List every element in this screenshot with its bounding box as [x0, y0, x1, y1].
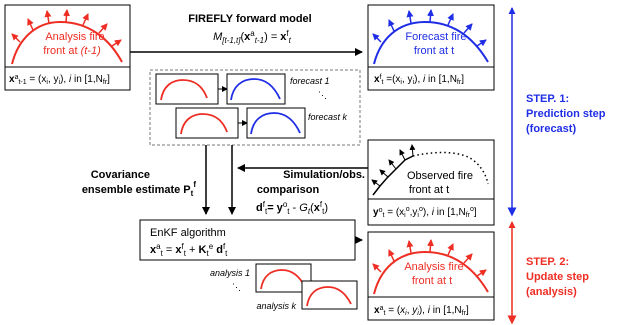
analysis-state-formula-t-minus-1: xat-1 = (xi, yi), i in [1,Nfr] [9, 74, 110, 86]
observed-label-line1: Observed fire [407, 170, 473, 182]
step2-subtitle: Update step [526, 271, 589, 283]
forecast-front-curve-icon [372, 9, 489, 65]
step2-title: STEP. 2: [526, 256, 569, 268]
forecast-1-label: forecast 1 [290, 76, 330, 86]
forecast-k-label: forecast k [308, 112, 348, 122]
analysis-k-label: analysis k [256, 301, 296, 311]
analysis-ellipsis: ⋱ [232, 282, 241, 292]
observed-label-line2: front at t [409, 184, 449, 196]
forecast-state-formula: xft =(xi, yi), i in [1,Nfr] [374, 74, 464, 86]
step1-title: STEP. 1: [526, 93, 569, 105]
analysis-1-label: analysis 1 [210, 268, 250, 278]
ensemble-analysis-group: analysis 1 ⋱ analysis k [210, 263, 358, 311]
enkf-title: EnKF algorithm [150, 227, 226, 239]
enkf-formula: xat = xft + Kte dft [150, 242, 228, 258]
forecast-ellipsis: ⋱ [318, 90, 327, 100]
analysis-front-box-t-minus-1: Analysis fire front at (t-1) xat-1 = (xi… [4, 4, 131, 91]
analysis-front-t-curve-icon [372, 239, 489, 295]
analysis-k-front-icon [306, 286, 352, 307]
observed-state-formula: yot = (xio,yio), i in [1,Nfro] [373, 206, 477, 219]
analysis-label-line2: front at [43, 45, 80, 57]
analysis-t-state-formula: xat = (xi, yi), i in [1,Nfr] [374, 305, 469, 317]
forecast-label-line2: front at t [414, 45, 454, 57]
model-title: FIREFLY forward model [188, 13, 311, 25]
forecast-k-initial-front-icon [180, 113, 228, 135]
step2-qualifier: (analysis) [526, 286, 577, 298]
comparison-line2: comparison [257, 184, 320, 196]
step1-qualifier: (forecast) [526, 123, 576, 135]
analysis-1-front-icon [260, 269, 306, 290]
covariance-line1: Covariance [91, 169, 150, 181]
svg-text:front at (t-1): front at (t-1) [43, 45, 101, 57]
comparison-line1: Simulation/obs. [283, 169, 365, 181]
forecast-k-result-front-icon [250, 112, 301, 135]
svg-text:Analysis fire: Analysis fire [45, 31, 104, 43]
forecast-label-line1: Forecast fire [405, 31, 466, 43]
observed-front-box: Observed fire front at t yot = (xio,yio)… [367, 139, 495, 226]
enkf-algorithm-box: EnKF algorithm xat = xft + Kte dft [139, 219, 356, 261]
analysis-front-box-t: Analysis fire front at t xat = (xi, yi),… [367, 231, 495, 321]
step1-subtitle: Prediction step [526, 108, 606, 120]
innovation-formula: dft= yot - Gt(xft) [256, 200, 328, 216]
covariance-line2: ensemble estimate Ptf [82, 180, 197, 198]
analysis-t-label-line2: front at t [412, 275, 452, 287]
analysis-label-line1: Analysis fire [45, 31, 104, 43]
ensemble-forecast-box: forecast 1 ⋱ forecast k [149, 69, 361, 146]
observed-front-curve-icon [371, 144, 489, 196]
analysis-front-curve-icon [11, 9, 123, 65]
forecast-front-box: Forecast fire front at t xft =(xi, yi), … [367, 4, 495, 91]
analysis-label-time: (t-1) [81, 45, 102, 57]
model-formula: M[t-1,t](xat-1) = xft [213, 29, 292, 45]
forecast-1-result-front-icon [230, 78, 281, 101]
forecast-1-initial-front-icon [160, 79, 208, 101]
analysis-t-label-line1: Analysis fire [404, 261, 463, 273]
